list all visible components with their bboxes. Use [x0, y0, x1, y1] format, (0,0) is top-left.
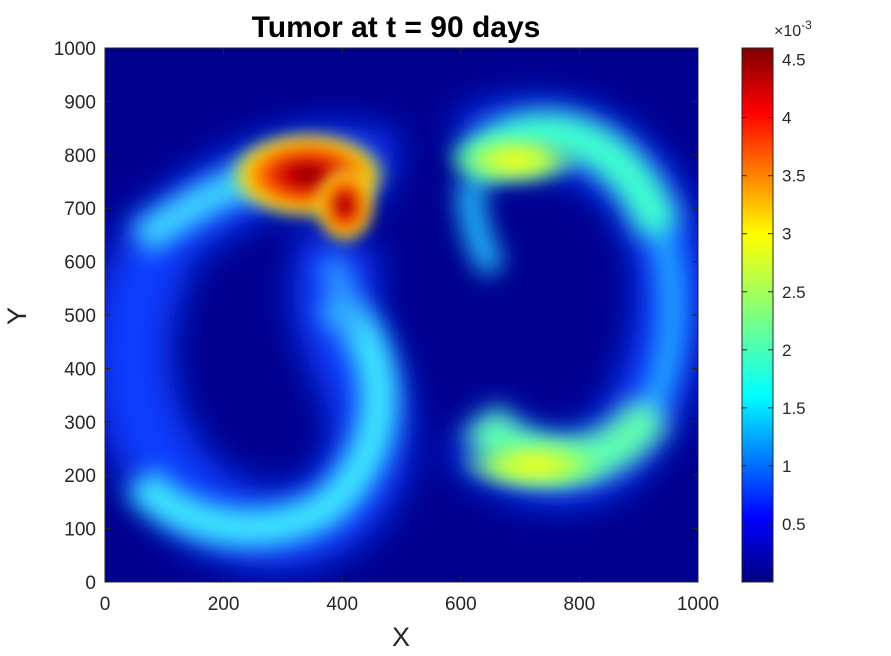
x-tick-label: 800	[564, 594, 596, 615]
x-tick-label: 0	[100, 594, 111, 615]
y-tick-label: 800	[64, 146, 96, 167]
colorbar-tick-label: 1	[782, 457, 791, 476]
x-axis-label: X	[392, 622, 410, 652]
colorbar-border	[741, 47, 774, 583]
colorbar-ticks: 0.5 1 1.5 2 2.5 3 3.5 4 4.5	[742, 51, 806, 534]
colorbar-tick-label: 3	[782, 225, 791, 244]
x-tick-label: 200	[208, 594, 240, 615]
y-axis: 0 100 200 300 400 500 600 700 800 900 1000	[54, 39, 698, 594]
y-tick-label: 300	[64, 413, 96, 434]
heatmap-field	[105, 99, 698, 570]
y-tick-label: 500	[64, 306, 96, 327]
colorbar-tick-label: 0.5	[782, 515, 806, 534]
x-tick-label: 600	[445, 594, 477, 615]
y-tick-label: 100	[64, 520, 96, 541]
colorbar-tick-label: 3.5	[782, 167, 806, 186]
chart-title: Tumor at t = 90 days	[252, 11, 541, 44]
colorbar-gradient	[742, 48, 773, 582]
colorbar-tick-label: 1.5	[782, 399, 806, 418]
y-tick-label: 1000	[54, 39, 96, 60]
y-tick-label: 400	[64, 359, 96, 380]
colorbar-tick-label: 4	[782, 109, 791, 128]
x-tick-label: 400	[326, 594, 358, 615]
y-tick-label: 200	[64, 466, 96, 487]
colorbar-tick-label: 4.5	[782, 51, 806, 70]
heatmap-plot-area	[104, 47, 699, 583]
x-tick-label: 1000	[677, 594, 719, 615]
x-axis: 0 200 400 600 800 1000	[100, 48, 719, 615]
y-tick-label: 900	[64, 92, 96, 113]
colorbar-tick-label: 2	[782, 341, 791, 360]
y-tick-label: 700	[64, 199, 96, 220]
y-tick-label: 0	[85, 573, 96, 594]
hotspot-layer	[226, 129, 615, 495]
colorbar: 0.5 1 1.5 2 2.5 3 3.5 4 4.5 ×10-3	[741, 18, 812, 583]
y-tick-label: 600	[64, 253, 96, 274]
colorbar-multiplier: ×10-3	[774, 18, 812, 40]
y-axis-label: Y	[2, 307, 32, 325]
colorbar-tick-label: 2.5	[782, 283, 806, 302]
